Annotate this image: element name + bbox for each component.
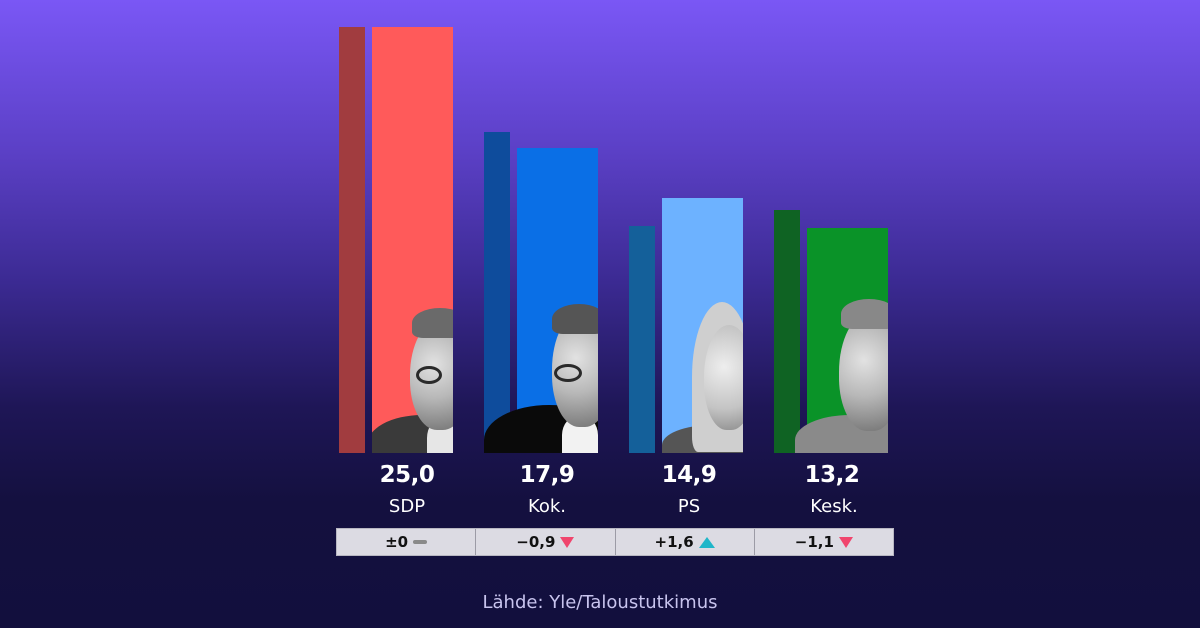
value-sdp: 25,0: [379, 462, 435, 488]
bar-sdp-previous: [339, 27, 365, 453]
photo-kesk-leader: [795, 295, 888, 453]
dash-icon: [413, 540, 428, 544]
triangle-down-icon: [838, 536, 853, 548]
value-kok: 17,9: [519, 462, 575, 488]
value-ps: 14,9: [661, 462, 717, 488]
change-value: −0,9: [516, 533, 556, 551]
label-kok: Kok.: [527, 496, 567, 517]
triangle-up-icon: [698, 536, 715, 548]
value-kesk: 13,2: [804, 462, 860, 488]
change-value: −1,1: [794, 533, 834, 551]
change-cell-ps: +1,6: [614, 529, 754, 555]
change-cell-kesk: −1,1: [753, 529, 893, 555]
change-cell-sdp: ±0: [337, 529, 475, 555]
bar-ps-previous: [629, 226, 655, 453]
label-kesk: Kesk.: [810, 496, 858, 517]
bar-kesk-previous: [774, 210, 800, 453]
photo-kok-leader: [484, 300, 598, 453]
source-caption: Lähde: Yle/Taloustutkimus: [482, 592, 718, 613]
change-value: +1,6: [654, 533, 694, 551]
triangle-down-icon: [560, 536, 575, 548]
change-cell-kok: −0,9: [475, 529, 614, 555]
photo-ps-leader: [662, 300, 743, 453]
label-ps: PS: [677, 496, 701, 517]
change-value: ±0: [385, 533, 409, 551]
label-sdp: SDP: [388, 496, 426, 517]
photo-sdp-leader: [372, 300, 453, 453]
change-table: ±0 −0,9 +1,6 −1,1: [336, 528, 894, 556]
bar-kok-previous: [484, 132, 510, 453]
